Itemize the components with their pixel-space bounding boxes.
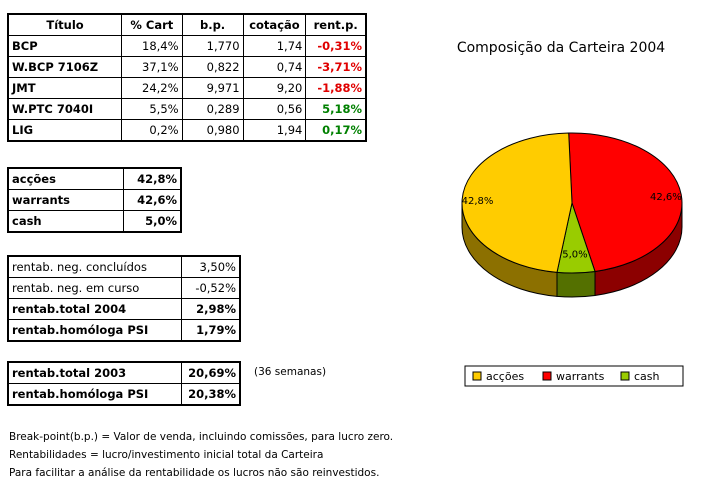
- rentab-2003-label: rentab.homóloga PSI: [7, 383, 182, 406]
- rentab-2003-body: rentab.total 2003 20,69% rentab.homóloga P…: [7, 361, 241, 406]
- holding-rent: -1,88%: [305, 77, 367, 99]
- portfolio-pie-chart: Composição da Carteira 2004 42,6%5,0%42,…: [457, 40, 684, 387]
- table-row: W.PTC 7040I 5,5% 0,289 0,56 5,18%: [7, 98, 367, 120]
- table-row: rentab.homóloga PSI 1,79%: [7, 319, 241, 342]
- holding-cotacao: 1,94: [242, 119, 307, 142]
- chart-legend: acções warrants cash: [464, 365, 684, 387]
- chart-title: Composição da Carteira 2004: [457, 40, 665, 56]
- holding-rent: 5,18%: [305, 98, 367, 120]
- note-breakpoint: Break-point(b.p.) = Valor de venda, incl…: [9, 431, 394, 443]
- pie-data-label: 42,8%: [462, 196, 494, 207]
- pie-group: 42,6% 5,0% 42,8%: [461, 132, 683, 298]
- allocation-value: 42,6%: [123, 189, 182, 211]
- holding-rent: -3,71%: [305, 56, 367, 78]
- holding-cart: 0,2%: [121, 119, 183, 142]
- header-cotacao: cotação: [242, 13, 307, 36]
- holding-cart: 18,4%: [121, 35, 183, 57]
- holding-title: JMT: [7, 77, 123, 99]
- holding-title: BCP: [7, 35, 123, 57]
- holding-rent: -0,31%: [305, 35, 367, 57]
- table-row: cash 5,0%: [7, 210, 182, 233]
- holding-cotacao: 9,20: [242, 77, 307, 99]
- legend-box: [464, 365, 684, 387]
- note-reinvest: Para facilitar a análise da rentabilidad…: [9, 467, 380, 479]
- table-row: rentab.total 2003 20,69%: [7, 361, 241, 384]
- legend-swatch-cash: [620, 371, 630, 381]
- rentab-label: rentab. neg. em curso: [7, 277, 182, 299]
- holding-title: W.BCP 7106Z: [7, 56, 123, 78]
- rentab-label: rentab. neg. concluídos: [7, 255, 182, 278]
- rentab-value: 3,50%: [181, 255, 241, 278]
- holding-title: LIG: [7, 119, 123, 142]
- rentab-label: rentab.total 2004: [7, 298, 182, 320]
- legend-label: acções: [486, 370, 524, 383]
- holding-bp: 0,822: [181, 56, 244, 78]
- header-cart: % Cart: [121, 13, 183, 36]
- rentab-2003-label: rentab.total 2003: [7, 361, 182, 384]
- weeks-note: (36 semanas): [254, 366, 327, 378]
- legend-swatch-warrants: [542, 371, 552, 381]
- allocation-label: cash: [7, 210, 124, 233]
- holding-cart: 24,2%: [121, 77, 183, 99]
- rentab-value: 2,98%: [181, 298, 241, 320]
- allocation-label: acções: [7, 167, 124, 190]
- holdings-header-row: Título % Cart b.p. cotação rent.p.: [7, 13, 367, 36]
- header-bp: b.p.: [181, 13, 244, 36]
- table-row: W.BCP 7106Z 37,1% 0,822 0,74 -3,71%: [7, 56, 367, 78]
- pie-slice-warrants: [568, 132, 683, 273]
- table-row: warrants 42,6%: [7, 189, 182, 211]
- rentab-body: rentab. neg. concluídos 3,50% rentab. neg.…: [7, 255, 241, 342]
- header-rent: rent.p.: [305, 13, 367, 36]
- rentab-value: 1,79%: [181, 319, 241, 342]
- allocation-table: acções 42,8% warrants 42,6% cash 5,0%: [7, 167, 182, 233]
- pie-slice-acções: [461, 132, 573, 273]
- table-row: acções 42,8%: [7, 167, 182, 190]
- table-row: JMT 24,2% 9,971 9,20 -1,88%: [7, 77, 367, 99]
- table-row: BCP 18,4% 1,770 1,74 -0,31%: [7, 35, 367, 57]
- holding-cart: 37,1%: [121, 56, 183, 78]
- holding-cotacao: 0,74: [242, 56, 307, 78]
- rentab-table: rentab. neg. concluídos 3,50% rentab. neg.…: [7, 255, 241, 342]
- holding-cotacao: 1,74: [242, 35, 307, 57]
- note-rentabilidades: Rentabilidades = lucro/investimento inic…: [9, 449, 324, 461]
- rentab-label: rentab.homóloga PSI: [7, 319, 182, 342]
- holding-bp: 0,289: [181, 98, 244, 120]
- table-row: rentab.total 2004 2,98%: [7, 298, 241, 320]
- table-row: rentab.homóloga PSI 20,38%: [7, 383, 241, 406]
- table-row: rentab. neg. concluídos 3,50%: [7, 255, 241, 278]
- allocation-value: 42,8%: [123, 167, 182, 190]
- rentab-2003-table: rentab.total 2003 20,69% rentab.homóloga P…: [7, 361, 241, 406]
- holding-cotacao: 0,56: [242, 98, 307, 120]
- holdings-table: Título % Cart b.p. cotação rent.p. BCP 18…: [7, 13, 367, 142]
- holdings-body: BCP 18,4% 1,770 1,74 -0,31% W.BCP 7106Z 37,1% 0…: [7, 35, 367, 142]
- header-titulo: Título: [7, 13, 123, 36]
- holding-bp: 9,971: [181, 77, 244, 99]
- pie-data-label: 42,6%: [650, 192, 682, 203]
- legend-label: warrants: [556, 370, 605, 383]
- table-row: LIG 0,2% 0,980 1,94 0,17%: [7, 119, 367, 142]
- rentab-2003-value: 20,38%: [181, 383, 241, 406]
- legend-label: cash: [634, 370, 660, 383]
- holding-title: W.PTC 7040I: [7, 98, 123, 120]
- holding-rent: 0,17%: [305, 119, 367, 142]
- pie-data-label: 5,0%: [562, 249, 587, 260]
- table-row: rentab. neg. em curso -0,52%: [7, 277, 241, 299]
- holding-cart: 5,5%: [121, 98, 183, 120]
- allocation-body: acções 42,8% warrants 42,6% cash 5,0%: [7, 167, 182, 233]
- allocation-label: warrants: [7, 189, 124, 211]
- allocation-value: 5,0%: [123, 210, 182, 233]
- holding-bp: 1,770: [181, 35, 244, 57]
- legend-swatch-acções: [472, 371, 482, 381]
- rentab-2003-value: 20,69%: [181, 361, 241, 384]
- holding-bp: 0,980: [181, 119, 244, 142]
- rentab-value: -0,52%: [181, 277, 241, 299]
- pie-slice-side-cash: [556, 270, 596, 298]
